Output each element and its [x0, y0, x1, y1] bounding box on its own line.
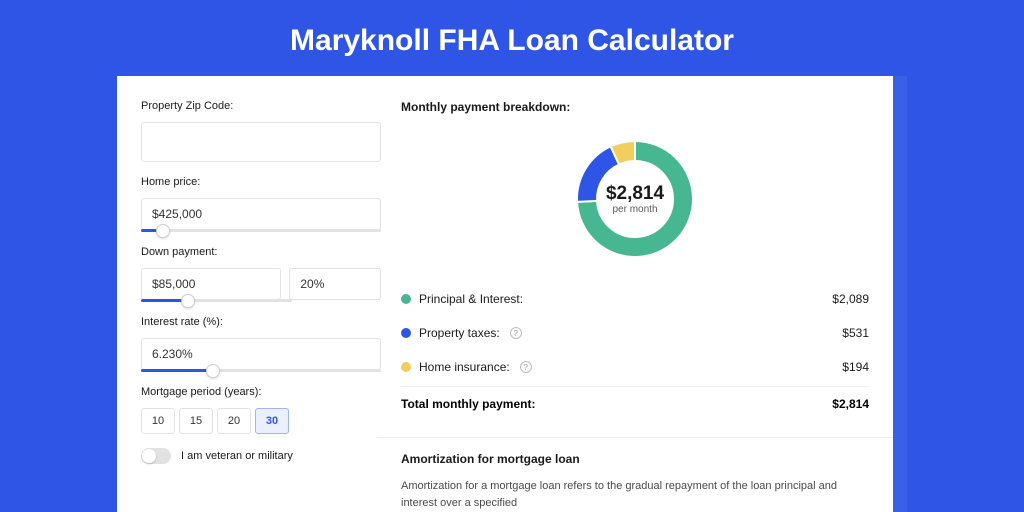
mortgage-period-option[interactable]: 20	[217, 408, 251, 434]
down-payment-field-group: Down payment:	[141, 246, 381, 302]
breakdown-title: Monthly payment breakdown:	[401, 100, 869, 114]
legend-left: Principal & Interest:	[401, 292, 523, 306]
interest-rate-field-group: Interest rate (%):	[141, 316, 381, 372]
interest-rate-slider-thumb[interactable]	[206, 364, 220, 378]
legend-label: Property taxes:	[419, 326, 500, 340]
legend-label: Home insurance:	[419, 360, 510, 374]
legend-row: Home insurance:? $194	[401, 350, 869, 384]
interest-rate-label: Interest rate (%):	[141, 316, 381, 328]
calculator-card: Property Zip Code: Home price: Down paym…	[117, 76, 893, 512]
legend-value: $194	[842, 360, 869, 374]
donut-center-amount: $2,814	[606, 183, 665, 204]
zip-label: Property Zip Code:	[141, 100, 381, 112]
veteran-toggle-row: I am veteran or military	[141, 448, 381, 464]
amortization-title: Amortization for mortgage loan	[401, 452, 869, 466]
home-price-slider-thumb[interactable]	[156, 224, 170, 238]
home-price-input[interactable]	[141, 198, 381, 230]
veteran-toggle-knob	[142, 449, 156, 463]
page-title: Maryknoll FHA Loan Calculator	[0, 0, 1024, 76]
veteran-toggle[interactable]	[141, 448, 171, 464]
home-price-label: Home price:	[141, 176, 381, 188]
total-label: Total monthly payment:	[401, 397, 535, 411]
interest-rate-slider[interactable]	[141, 369, 381, 372]
legend-left: Property taxes:?	[401, 326, 522, 340]
mortgage-period-label: Mortgage period (years):	[141, 386, 381, 398]
legend-dot-icon	[401, 362, 411, 372]
down-payment-label: Down payment:	[141, 246, 381, 258]
legend-value: $531	[842, 326, 869, 340]
info-icon[interactable]: ?	[520, 361, 532, 373]
zip-input[interactable]	[141, 122, 381, 162]
legend-list: Principal & Interest: $2,089 Property taxe…	[401, 282, 869, 384]
legend-label: Principal & Interest:	[419, 292, 523, 306]
down-payment-pct-input[interactable]	[289, 268, 381, 300]
down-payment-slider-thumb[interactable]	[181, 294, 195, 308]
legend-left: Home insurance:?	[401, 360, 532, 374]
home-price-field-group: Home price:	[141, 176, 381, 232]
mortgage-period-option[interactable]: 30	[255, 408, 289, 434]
breakdown-column: Monthly payment breakdown: $2,814 per mo…	[401, 100, 869, 512]
donut-center-sub: per month	[612, 204, 657, 215]
legend-row: Principal & Interest: $2,089	[401, 282, 869, 316]
donut-chart-wrap: $2,814 per month	[401, 126, 869, 282]
legend-dot-icon	[401, 294, 411, 304]
veteran-toggle-label: I am veteran or military	[181, 450, 293, 462]
donut-chart: $2,814 per month	[570, 134, 700, 264]
info-icon[interactable]: ?	[510, 327, 522, 339]
form-column: Property Zip Code: Home price: Down paym…	[141, 100, 381, 512]
legend-value: $2,089	[832, 292, 869, 306]
mortgage-period-options: 10152030	[141, 408, 381, 434]
mortgage-period-field-group: Mortgage period (years): 10152030	[141, 386, 381, 434]
total-row: Total monthly payment: $2,814	[401, 386, 869, 421]
section-divider	[377, 437, 893, 438]
card-shadow: Property Zip Code: Home price: Down paym…	[117, 76, 907, 512]
mortgage-period-option[interactable]: 10	[141, 408, 175, 434]
legend-row: Property taxes:? $531	[401, 316, 869, 350]
zip-field-group: Property Zip Code:	[141, 100, 381, 162]
interest-rate-input[interactable]	[141, 338, 381, 370]
total-value: $2,814	[832, 397, 869, 411]
down-payment-slider[interactable]	[141, 299, 292, 302]
amortization-body: Amortization for a mortgage loan refers …	[401, 478, 869, 512]
interest-rate-slider-fill	[141, 369, 213, 372]
mortgage-period-option[interactable]: 15	[179, 408, 213, 434]
down-payment-amount-input[interactable]	[141, 268, 281, 300]
home-price-slider[interactable]	[141, 229, 381, 232]
legend-dot-icon	[401, 328, 411, 338]
